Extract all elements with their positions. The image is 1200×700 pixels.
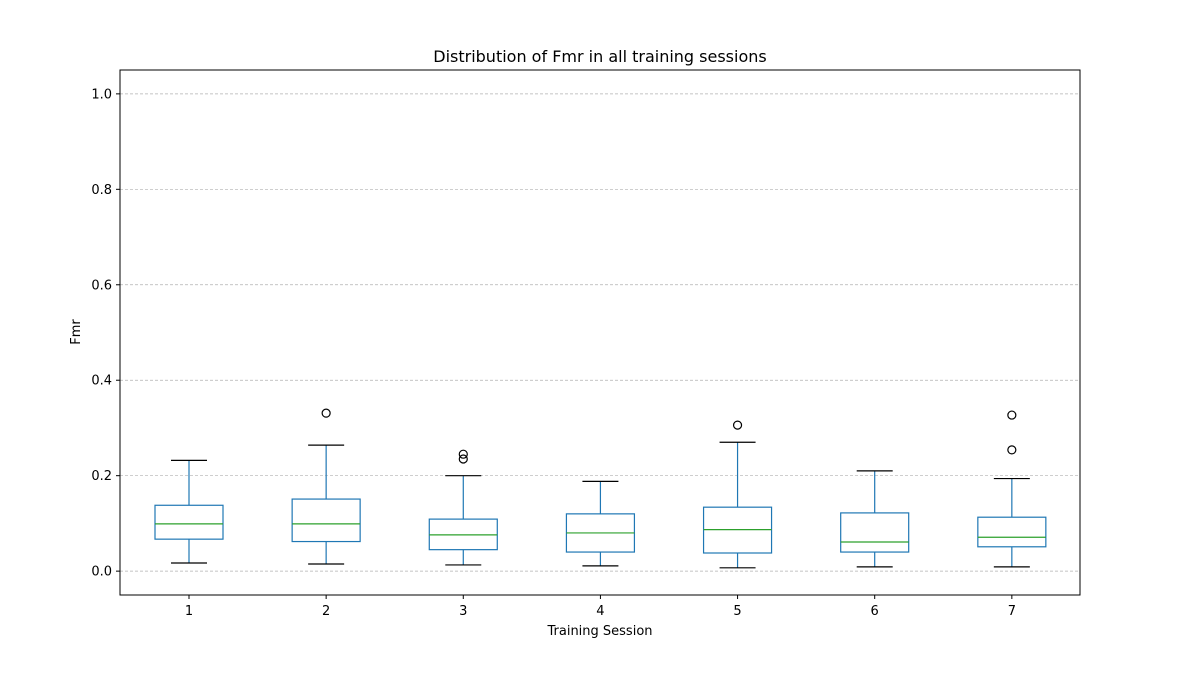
- outlier-point: [1007, 445, 1017, 455]
- x-axis-label: Training Session: [546, 624, 652, 639]
- outlier-point: [732, 420, 743, 430]
- box-series: [154, 408, 1047, 569]
- y-axis-label: Fmr: [69, 319, 84, 345]
- box-group-4: [565, 480, 636, 567]
- box-iqr: [291, 498, 361, 543]
- y-tick-label: 0.0: [91, 565, 112, 580]
- x-tick-label: 5: [733, 604, 741, 619]
- x-tick-label: 3: [459, 604, 467, 619]
- x-tick-label: 6: [871, 604, 879, 619]
- x-tick-label: 7: [1008, 604, 1016, 619]
- box-group-6: [840, 470, 910, 568]
- box-group-7: [977, 410, 1047, 568]
- box-group-2: [291, 408, 361, 565]
- outlier-point: [458, 454, 468, 464]
- y-tick-label: 0.4: [91, 374, 112, 389]
- y-tick-label: 0.6: [91, 278, 112, 293]
- y-axis-ticks: 0.0 0.2 0.4 0.6 0.8 1.0: [91, 87, 120, 580]
- outlier-point: [458, 449, 468, 459]
- chart-title: Distribution of Fmr in all training sess…: [433, 47, 766, 66]
- x-axis-ticks: 1 2 3 4 5 6 7: [185, 595, 1016, 619]
- plot-frame: [119, 69, 1081, 596]
- gridlines: [120, 93, 1080, 572]
- outlier-point: [321, 408, 331, 418]
- box-iqr: [840, 512, 910, 553]
- box-group-3: [428, 449, 498, 566]
- y-tick-label: 0.8: [91, 183, 112, 198]
- x-tick-label: 4: [596, 604, 604, 619]
- box-iqr: [977, 516, 1047, 548]
- y-tick-label: 0.2: [91, 469, 112, 484]
- y-tick-label: 1.0: [91, 87, 112, 102]
- x-tick-label: 1: [185, 604, 193, 619]
- x-tick-label: 2: [322, 604, 330, 619]
- outlier-point: [1007, 410, 1017, 420]
- box-group-1: [154, 459, 224, 564]
- box-iqr: [154, 504, 224, 540]
- box-group-5: [702, 420, 773, 569]
